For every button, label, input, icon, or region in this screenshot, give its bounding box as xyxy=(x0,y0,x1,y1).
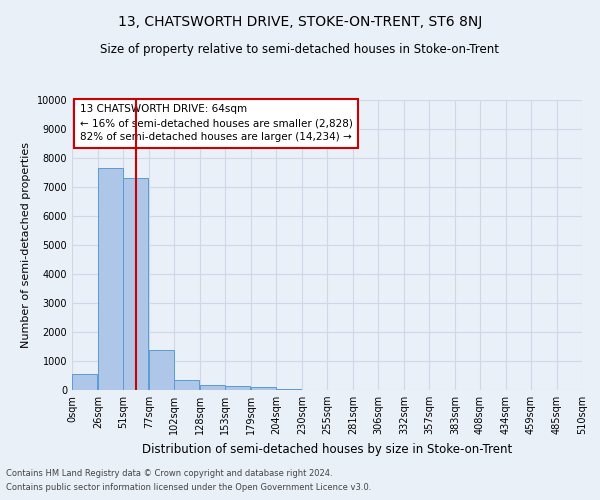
Bar xyxy=(149,350,174,390)
Bar xyxy=(200,385,225,390)
Bar xyxy=(72,374,97,390)
Bar xyxy=(276,388,301,390)
Y-axis label: Number of semi-detached properties: Number of semi-detached properties xyxy=(21,142,31,348)
Bar xyxy=(174,380,199,390)
Bar xyxy=(123,178,148,390)
Text: 13 CHATSWORTH DRIVE: 64sqm
← 16% of semi-detached houses are smaller (2,828)
82%: 13 CHATSWORTH DRIVE: 64sqm ← 16% of semi… xyxy=(80,104,353,142)
Bar xyxy=(251,387,276,390)
Bar xyxy=(225,386,250,390)
Text: Contains HM Land Registry data © Crown copyright and database right 2024.: Contains HM Land Registry data © Crown c… xyxy=(6,468,332,477)
Bar xyxy=(98,168,123,390)
Text: Size of property relative to semi-detached houses in Stoke-on-Trent: Size of property relative to semi-detach… xyxy=(101,42,499,56)
Text: Contains public sector information licensed under the Open Government Licence v3: Contains public sector information licen… xyxy=(6,484,371,492)
X-axis label: Distribution of semi-detached houses by size in Stoke-on-Trent: Distribution of semi-detached houses by … xyxy=(142,442,512,456)
Text: 13, CHATSWORTH DRIVE, STOKE-ON-TRENT, ST6 8NJ: 13, CHATSWORTH DRIVE, STOKE-ON-TRENT, ST… xyxy=(118,15,482,29)
